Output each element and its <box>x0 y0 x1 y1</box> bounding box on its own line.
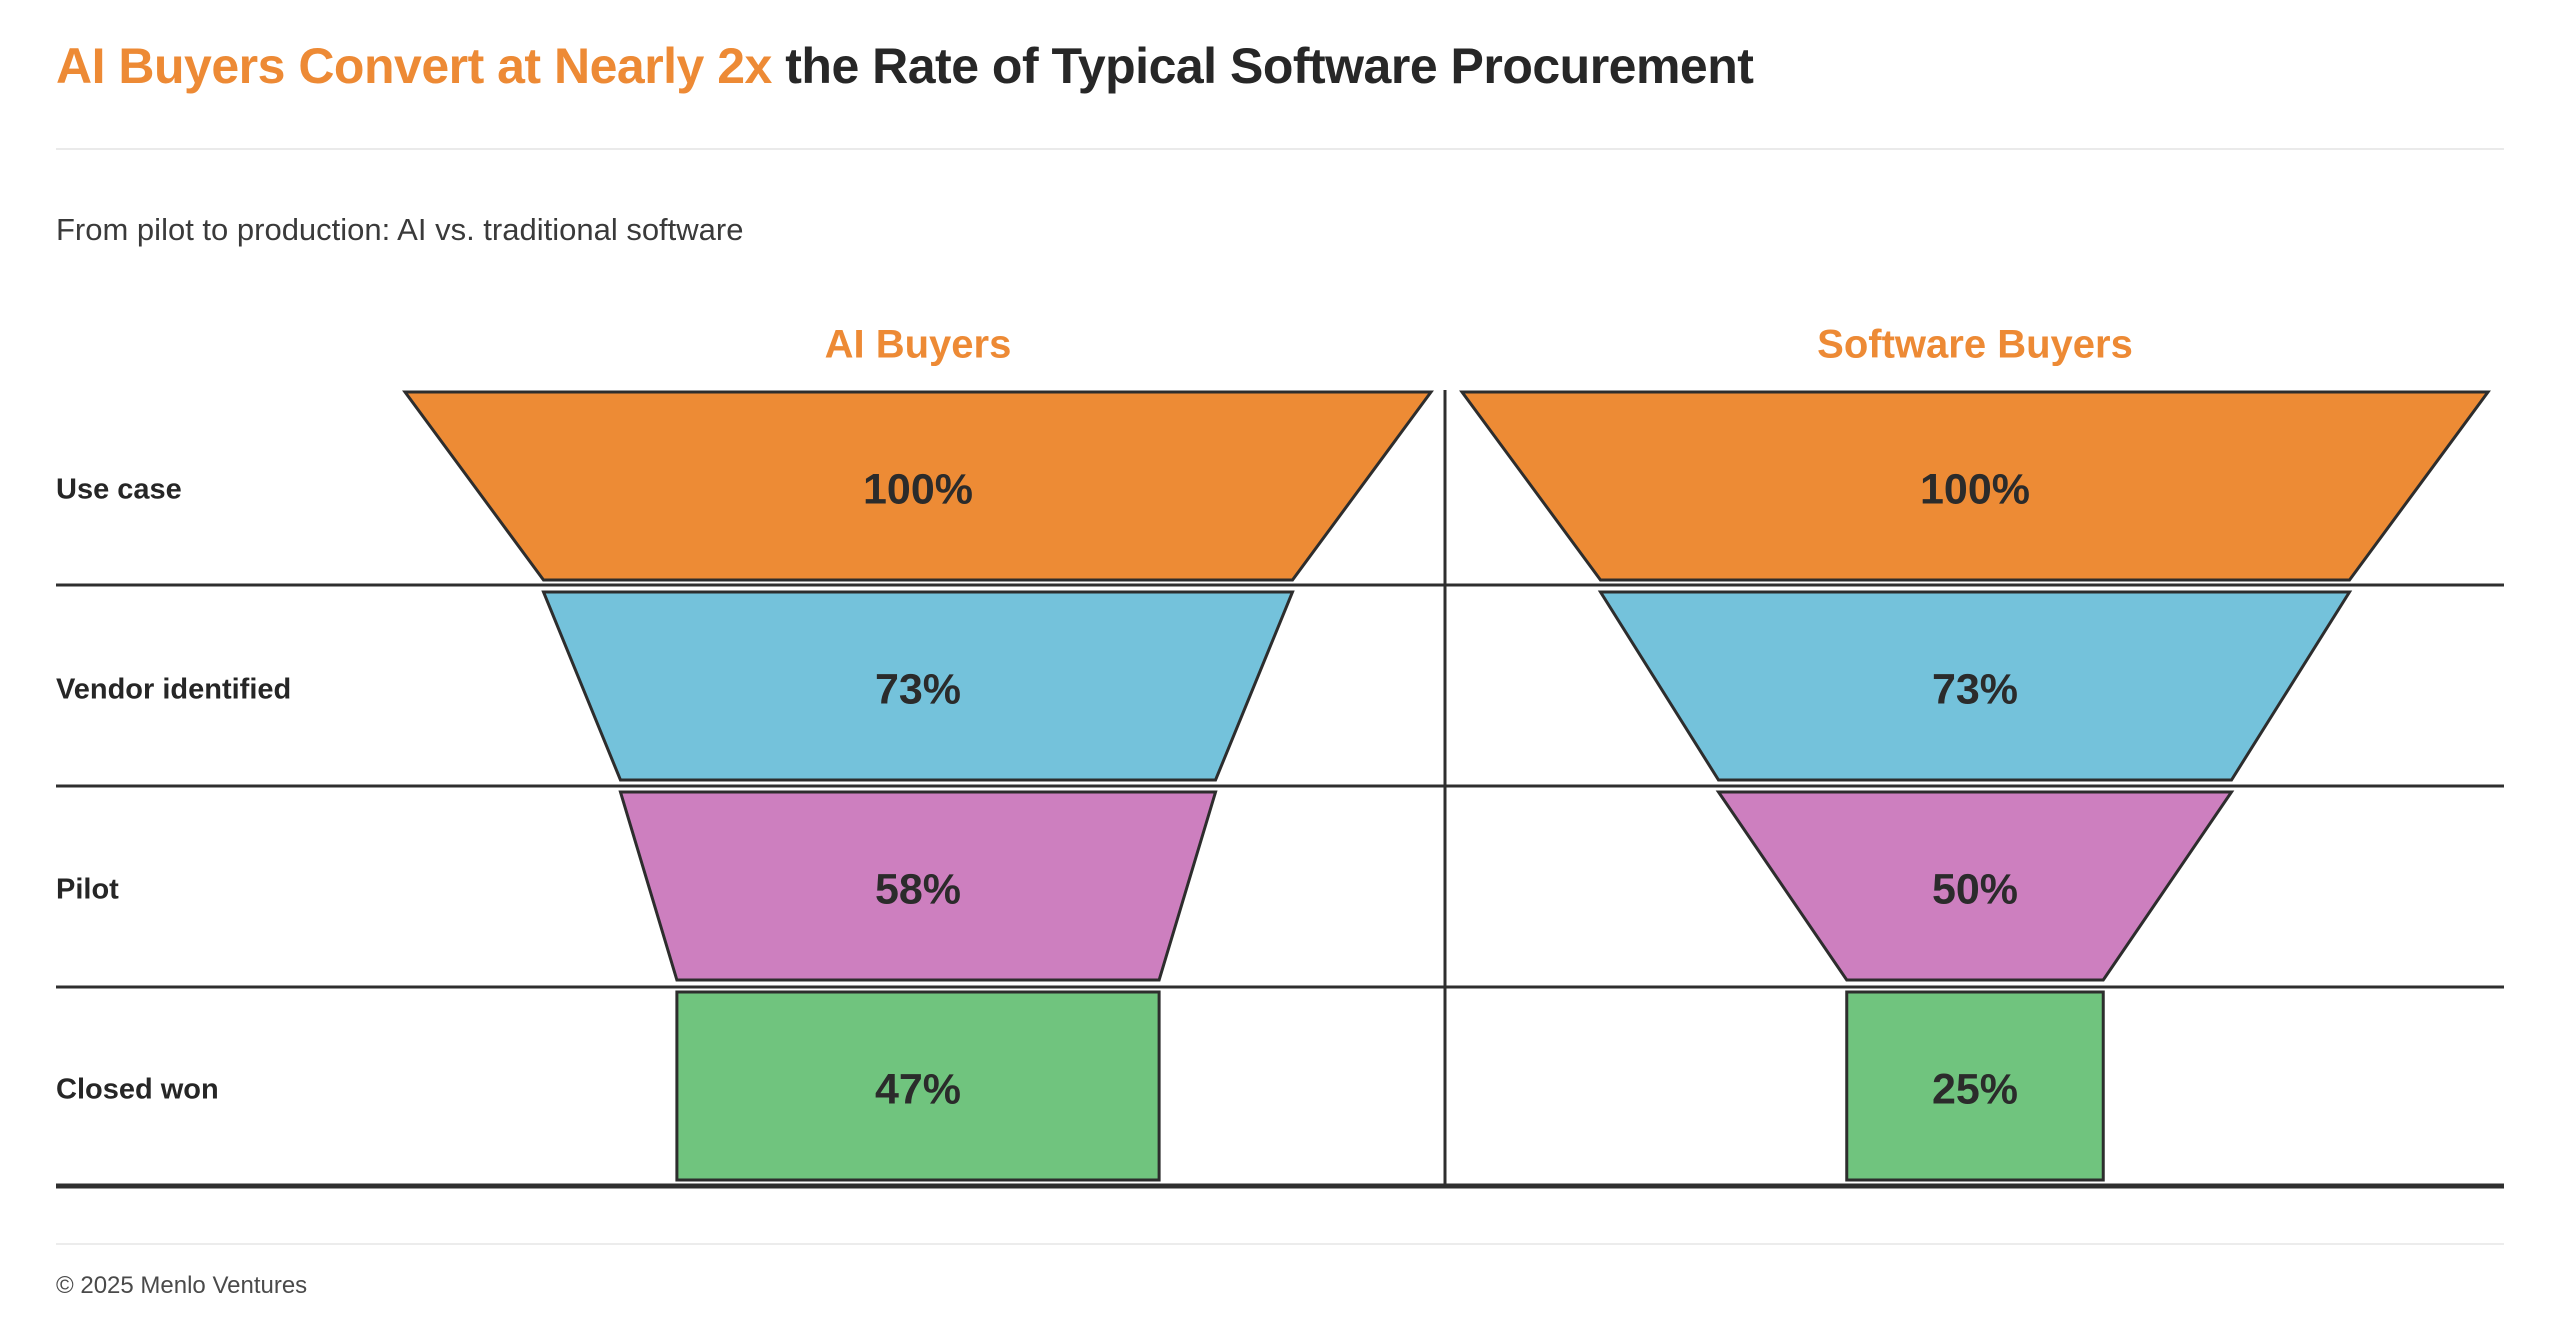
funnel-segment-ai-buyers-closed-won <box>675 990 1161 1182</box>
funnel-ai-buyers <box>402 390 1434 1182</box>
value-software-use-case: 100% <box>1920 465 2030 514</box>
bottom-axis-line <box>56 1183 2504 1189</box>
title-divider-line <box>56 148 2504 150</box>
row-divider-line <box>56 985 2504 989</box>
value-software-closed-won: 25% <box>1931 1065 2019 1114</box>
value-ai-pilot: 58% <box>874 865 962 914</box>
value-software-vendor-identified: 73% <box>1931 665 2019 714</box>
value-software-pilot: 50% <box>1931 865 2019 914</box>
funnel-segment-software-buyers-vendor-identified <box>1597 590 2353 782</box>
value-ai-vendor-identified: 73% <box>874 665 962 714</box>
funnel-segment-ai-buyers-use-case <box>402 390 1434 582</box>
value-ai-use-case: 100% <box>863 465 973 514</box>
funnel-segment-software-buyers-use-case <box>1459 390 2491 582</box>
stage-label-pilot: Pilot <box>56 873 119 906</box>
page-title: AI Buyers Convert at Nearly 2x the Rate … <box>56 38 2504 96</box>
column-header-software-buyers: Software Buyers <box>1817 322 2133 367</box>
copyright-text: © 2025 Menlo Ventures <box>56 1272 308 1299</box>
column-header-ai-buyers: AI Buyers <box>824 322 1012 367</box>
funnel-segment-software-buyers-closed-won <box>1845 990 2105 1182</box>
row-divider-line <box>56 583 2504 587</box>
chart-subtitle: From pilot to production: AI vs. traditi… <box>56 212 744 247</box>
stage-label-use-case: Use case <box>56 473 182 506</box>
row-divider-line <box>56 784 2504 788</box>
funnel-software-buyers <box>1459 390 2491 1182</box>
stage-label-vendor-identified: Vendor identified <box>56 673 292 706</box>
page-title-rest: the Rate of Typical Software Procurement <box>771 38 1754 94</box>
stage-label-closed-won: Closed won <box>56 1073 219 1106</box>
funnel-segment-ai-buyers-pilot <box>618 790 1218 982</box>
funnel-segment-ai-buyers-vendor-identified <box>541 590 1295 782</box>
funnel-column-divider-line <box>1443 390 1447 1186</box>
footer-divider-line <box>56 1243 2504 1245</box>
page-title-accent: AI Buyers Convert at Nearly 2x <box>56 38 772 94</box>
funnel-segment-software-buyers-pilot <box>1715 790 2235 982</box>
value-ai-closed-won: 47% <box>874 1065 962 1114</box>
